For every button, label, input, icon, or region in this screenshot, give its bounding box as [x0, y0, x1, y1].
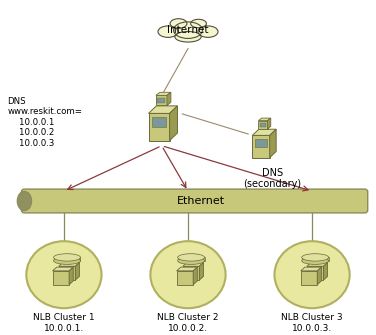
Polygon shape [156, 92, 171, 95]
Polygon shape [69, 267, 73, 285]
Polygon shape [252, 135, 270, 158]
Polygon shape [152, 117, 167, 127]
Text: DNS
(secondary): DNS (secondary) [244, 168, 302, 189]
Text: Ethernet: Ethernet [177, 196, 225, 206]
Polygon shape [54, 257, 80, 261]
Polygon shape [183, 266, 199, 280]
Polygon shape [258, 118, 271, 121]
Polygon shape [75, 263, 79, 280]
Ellipse shape [198, 26, 218, 38]
Polygon shape [177, 257, 205, 261]
Ellipse shape [170, 19, 187, 28]
Polygon shape [53, 271, 69, 285]
Polygon shape [183, 263, 203, 266]
Polygon shape [252, 129, 276, 135]
Polygon shape [59, 266, 75, 280]
Ellipse shape [17, 191, 32, 211]
Polygon shape [302, 257, 329, 261]
Ellipse shape [54, 257, 80, 264]
Ellipse shape [177, 254, 205, 261]
Ellipse shape [302, 257, 329, 264]
Polygon shape [149, 106, 177, 113]
Polygon shape [158, 98, 165, 103]
FancyBboxPatch shape [21, 189, 368, 213]
Ellipse shape [158, 26, 178, 38]
Polygon shape [255, 139, 267, 146]
Polygon shape [260, 123, 266, 127]
Text: NLB Cluster 2
10.0.0.2.: NLB Cluster 2 10.0.0.2. [157, 313, 219, 333]
Polygon shape [267, 118, 271, 129]
Text: Internet: Internet [167, 25, 209, 35]
Ellipse shape [191, 19, 206, 28]
Polygon shape [323, 263, 327, 280]
Polygon shape [193, 267, 197, 285]
Ellipse shape [302, 254, 329, 261]
Ellipse shape [54, 254, 80, 261]
Polygon shape [167, 92, 171, 106]
Circle shape [274, 241, 350, 308]
Polygon shape [53, 267, 73, 271]
Polygon shape [307, 263, 327, 266]
Polygon shape [301, 267, 321, 271]
Ellipse shape [173, 22, 202, 39]
Polygon shape [149, 113, 170, 141]
Ellipse shape [177, 257, 205, 264]
Text: DNS
www.reskit.com=
    10.0.0.1
    10.0.0.2
    10.0.0.3: DNS www.reskit.com= 10.0.0.1 10.0.0.2 10… [8, 97, 82, 148]
Ellipse shape [175, 31, 201, 42]
Polygon shape [317, 267, 321, 285]
Polygon shape [177, 271, 193, 285]
Text: NLB Cluster 3
10.0.0.3.: NLB Cluster 3 10.0.0.3. [281, 313, 343, 333]
Polygon shape [199, 263, 203, 280]
Polygon shape [156, 95, 167, 106]
Polygon shape [270, 129, 276, 158]
Polygon shape [170, 106, 177, 141]
Polygon shape [59, 263, 79, 266]
Polygon shape [301, 271, 317, 285]
Circle shape [150, 241, 226, 308]
Polygon shape [177, 267, 197, 271]
Polygon shape [307, 266, 323, 280]
Polygon shape [258, 121, 267, 129]
Text: NLB Cluster 1
10.0.0.1.: NLB Cluster 1 10.0.0.1. [33, 313, 95, 333]
Circle shape [26, 241, 102, 308]
